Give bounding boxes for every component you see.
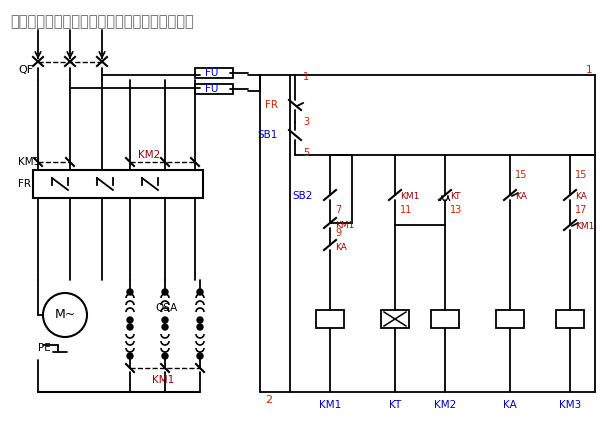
Text: M~: M~: [54, 308, 76, 322]
Text: KM2: KM2: [138, 150, 160, 160]
Circle shape: [197, 317, 203, 323]
Bar: [195, 68, 233, 78]
Text: 15: 15: [575, 170, 588, 180]
Text: 15: 15: [515, 170, 527, 180]
Text: KM1: KM1: [400, 192, 420, 200]
Text: KM1: KM1: [335, 221, 355, 230]
Text: 1: 1: [585, 65, 592, 75]
Text: 11: 11: [400, 205, 412, 215]
Text: 1: 1: [303, 72, 309, 82]
Bar: [33, 170, 203, 198]
Text: KT: KT: [450, 192, 461, 200]
Text: 电动机自耦降压启动自动控制电路图及常见故障: 电动机自耦降压启动自动控制电路图及常见故障: [10, 14, 194, 29]
Text: QSA: QSA: [155, 303, 177, 313]
Text: KM3: KM3: [18, 157, 40, 167]
Text: PE: PE: [38, 343, 51, 353]
Bar: [195, 84, 233, 94]
Text: 2: 2: [265, 395, 272, 405]
Text: KA: KA: [575, 192, 587, 200]
Circle shape: [162, 324, 168, 330]
Bar: [556, 310, 584, 328]
Text: KM1: KM1: [152, 375, 174, 385]
Text: KA: KA: [515, 192, 527, 200]
Circle shape: [197, 289, 203, 295]
Circle shape: [127, 289, 133, 295]
Text: FR: FR: [18, 179, 31, 189]
Text: KA: KA: [335, 243, 347, 252]
Bar: [316, 310, 344, 328]
Text: 3: 3: [303, 117, 309, 127]
Circle shape: [197, 324, 203, 330]
Text: 5: 5: [303, 148, 309, 158]
Bar: [381, 310, 409, 328]
Text: FR: FR: [265, 100, 278, 110]
Circle shape: [162, 317, 168, 323]
Circle shape: [127, 324, 133, 330]
Bar: [431, 310, 459, 328]
Text: FU: FU: [205, 68, 219, 78]
Text: SB2: SB2: [293, 191, 313, 201]
Text: KA: KA: [503, 400, 517, 410]
Circle shape: [197, 353, 203, 359]
Text: 17: 17: [575, 205, 588, 215]
Text: KM1: KM1: [319, 400, 341, 410]
Text: KM2: KM2: [434, 400, 456, 410]
Bar: [496, 310, 524, 328]
Text: SB1: SB1: [258, 130, 278, 140]
Text: FU: FU: [205, 84, 219, 94]
Text: KM3: KM3: [559, 400, 581, 410]
Text: KT: KT: [389, 400, 401, 410]
Circle shape: [127, 353, 133, 359]
Text: 7: 7: [335, 205, 341, 215]
Circle shape: [162, 353, 168, 359]
Text: 9: 9: [335, 228, 341, 238]
Text: 13: 13: [450, 205, 462, 215]
Text: KM1: KM1: [575, 222, 594, 230]
Circle shape: [127, 317, 133, 323]
Circle shape: [162, 289, 168, 295]
Text: QF: QF: [18, 65, 33, 75]
